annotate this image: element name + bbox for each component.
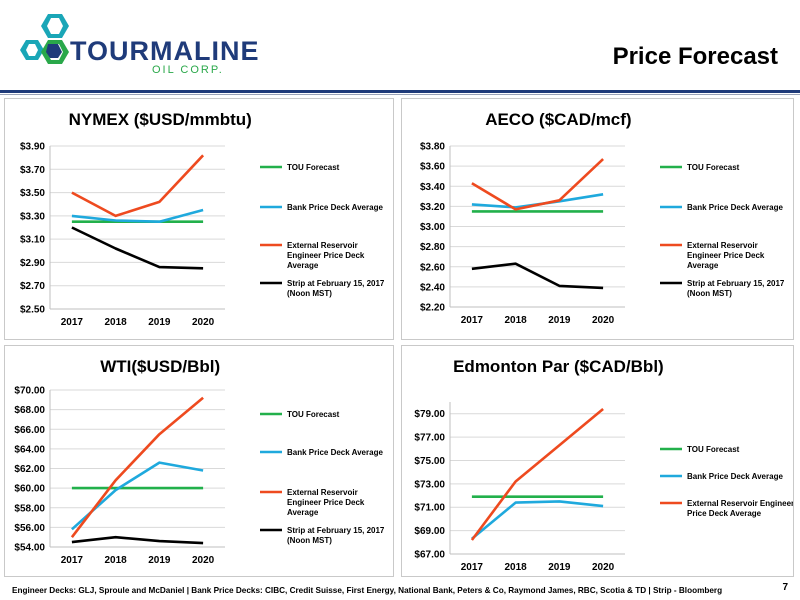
legend-label: Bank Price Deck Average: [287, 448, 383, 457]
chart-title: AECO ($CAD/mcf): [485, 110, 631, 129]
legend-label: TOU Forecast: [687, 163, 740, 172]
y-tick-label: $73.00: [414, 479, 445, 490]
legend-label: Bank Price Deck Average: [687, 472, 783, 481]
y-tick-label: $54.00: [14, 543, 45, 554]
series-line: [70, 396, 204, 538]
y-tick-label: $3.30: [20, 211, 45, 222]
y-tick-label: $75.00: [414, 456, 445, 467]
x-tick-label: 2020: [192, 555, 215, 566]
y-tick-label: $67.00: [414, 550, 445, 561]
series-line: [471, 158, 604, 211]
legend-label: TOU Forecast: [687, 445, 740, 454]
aeco-chart: AECO ($CAD/mcf) $2.20 $2.40 $2.60 $2.80 $3.00…: [420, 110, 785, 326]
edmonton-par-chart-panel: Edmonton Par ($CAD/Bbl) $67.00 $69.00 $71.0…: [401, 345, 794, 577]
y-tick-label: $3.00: [420, 222, 445, 233]
series-line: [71, 208, 204, 223]
legend-label: Strip at February 15, 2017 (Noon MST): [287, 279, 385, 298]
x-tick-label: 2017: [61, 555, 84, 566]
y-tick-label: $2.40: [420, 282, 445, 293]
y-tick-label: $60.00: [14, 484, 45, 495]
legend-label: Bank Price Deck Average: [687, 203, 783, 212]
header-divider: [0, 90, 800, 93]
y-tick-label: $2.70: [20, 281, 45, 292]
y-tick-label: $71.00: [414, 503, 445, 514]
y-tick-label: $3.70: [20, 165, 45, 176]
x-tick-label: 2017: [461, 562, 484, 573]
x-tick-label: 2018: [105, 555, 128, 566]
y-tick-label: $3.20: [420, 202, 445, 213]
x-tick-label: 2018: [505, 315, 528, 326]
x-tick-label: 2020: [192, 317, 215, 328]
y-tick-label: $2.90: [20, 258, 45, 269]
y-tick-label: $3.50: [20, 188, 45, 199]
x-tick-label: 2019: [148, 317, 171, 328]
y-tick-label: $66.00: [14, 425, 45, 436]
company-subtitle: OIL CORP.: [152, 64, 224, 76]
y-tick-label: $58.00: [14, 503, 45, 514]
series-line: [71, 461, 204, 531]
y-tick-label: $2.20: [420, 303, 445, 314]
nymex-chart-panel: NYMEX ($USD/mmbtu) $2.50 $2.70 $2.90 $3.10 $3…: [4, 98, 394, 340]
company-name: TOURMALINE: [70, 36, 260, 66]
x-tick-label: 2019: [548, 315, 571, 326]
legend-label: External Reservoir Engineer Price Deck Ave…: [287, 241, 365, 270]
x-tick-label: 2017: [461, 315, 484, 326]
y-tick-label: $70.00: [14, 386, 45, 397]
y-tick-label: $69.00: [414, 526, 445, 537]
y-tick-label: $79.00: [414, 409, 445, 420]
hexagon-logo-icon: [20, 14, 69, 64]
legend-label: External Reservoir Engineer Price Deck Av…: [687, 499, 793, 518]
y-tick-label: $3.40: [420, 182, 445, 193]
legend-label: Bank Price Deck Average: [287, 203, 383, 212]
y-tick-label: $62.00: [14, 464, 45, 475]
legend-label: Strip at February 15, 2017 (Noon MST): [687, 279, 785, 298]
edmonton-par-chart: Edmonton Par ($CAD/Bbl) $67.00 $69.00 $71.0…: [414, 357, 793, 573]
series-line: [71, 154, 205, 218]
legend-label: TOU Forecast: [287, 410, 340, 419]
x-tick-label: 2020: [592, 562, 615, 573]
legend-label: External Reservoir Engineer Price Deck Ave…: [287, 488, 365, 517]
x-tick-label: 2020: [592, 315, 615, 326]
y-tick-label: $68.00: [14, 405, 45, 416]
x-tick-label: 2018: [105, 317, 128, 328]
wti-chart: WTI($USD/Bbl) $54.00 $56.00 $58.00 $60.00 $62…: [14, 357, 385, 566]
x-tick-label: 2019: [148, 555, 171, 566]
series-line: [71, 535, 204, 545]
page-title: Price Forecast: [612, 43, 778, 70]
y-tick-label: $64.00: [14, 444, 45, 455]
y-tick-label: $3.90: [20, 142, 45, 153]
y-tick-label: $3.80: [420, 142, 445, 153]
header-divider-thin: [0, 94, 800, 95]
tourmaline-logo: [20, 14, 69, 64]
y-tick-label: $56.00: [14, 523, 45, 534]
y-tick-label: $2.80: [420, 242, 445, 253]
legend-label: TOU Forecast: [287, 163, 340, 172]
x-tick-label: 2017: [61, 317, 84, 328]
legend-label: External Reservoir Engineer Price Deck Ave…: [687, 241, 765, 270]
series-line: [471, 262, 604, 290]
x-tick-label: 2018: [505, 562, 528, 573]
x-tick-label: 2019: [548, 562, 571, 573]
legend-label: Strip at February 15, 2017 (Noon MST): [287, 526, 385, 545]
y-tick-label: $3.60: [420, 162, 445, 173]
nymex-chart: NYMEX ($USD/mmbtu) $2.50 $2.70 $2.90 $3.10 $3…: [20, 110, 385, 328]
aeco-chart-panel: AECO ($CAD/mcf) $2.20 $2.40 $2.60 $2.80 $3.00…: [401, 98, 794, 340]
page-number: 7: [782, 582, 788, 593]
chart-title: NYMEX ($USD/mmbtu): [69, 110, 252, 129]
series-line: [471, 500, 604, 540]
series-line: [470, 408, 604, 541]
chart-title: Edmonton Par ($CAD/Bbl): [453, 357, 664, 376]
y-tick-label: $2.50: [20, 305, 45, 316]
y-tick-label: $2.60: [420, 262, 445, 273]
chart-title: WTI($USD/Bbl): [100, 357, 220, 376]
series-line: [71, 226, 204, 270]
footer-sources: Engineer Decks: GLJ, Sproule and McDanie…: [12, 586, 723, 595]
y-tick-label: $77.00: [414, 433, 445, 444]
wti-chart-panel: WTI($USD/Bbl) $54.00 $56.00 $58.00 $60.00 $62…: [4, 345, 394, 577]
y-tick-label: $3.10: [20, 235, 45, 246]
